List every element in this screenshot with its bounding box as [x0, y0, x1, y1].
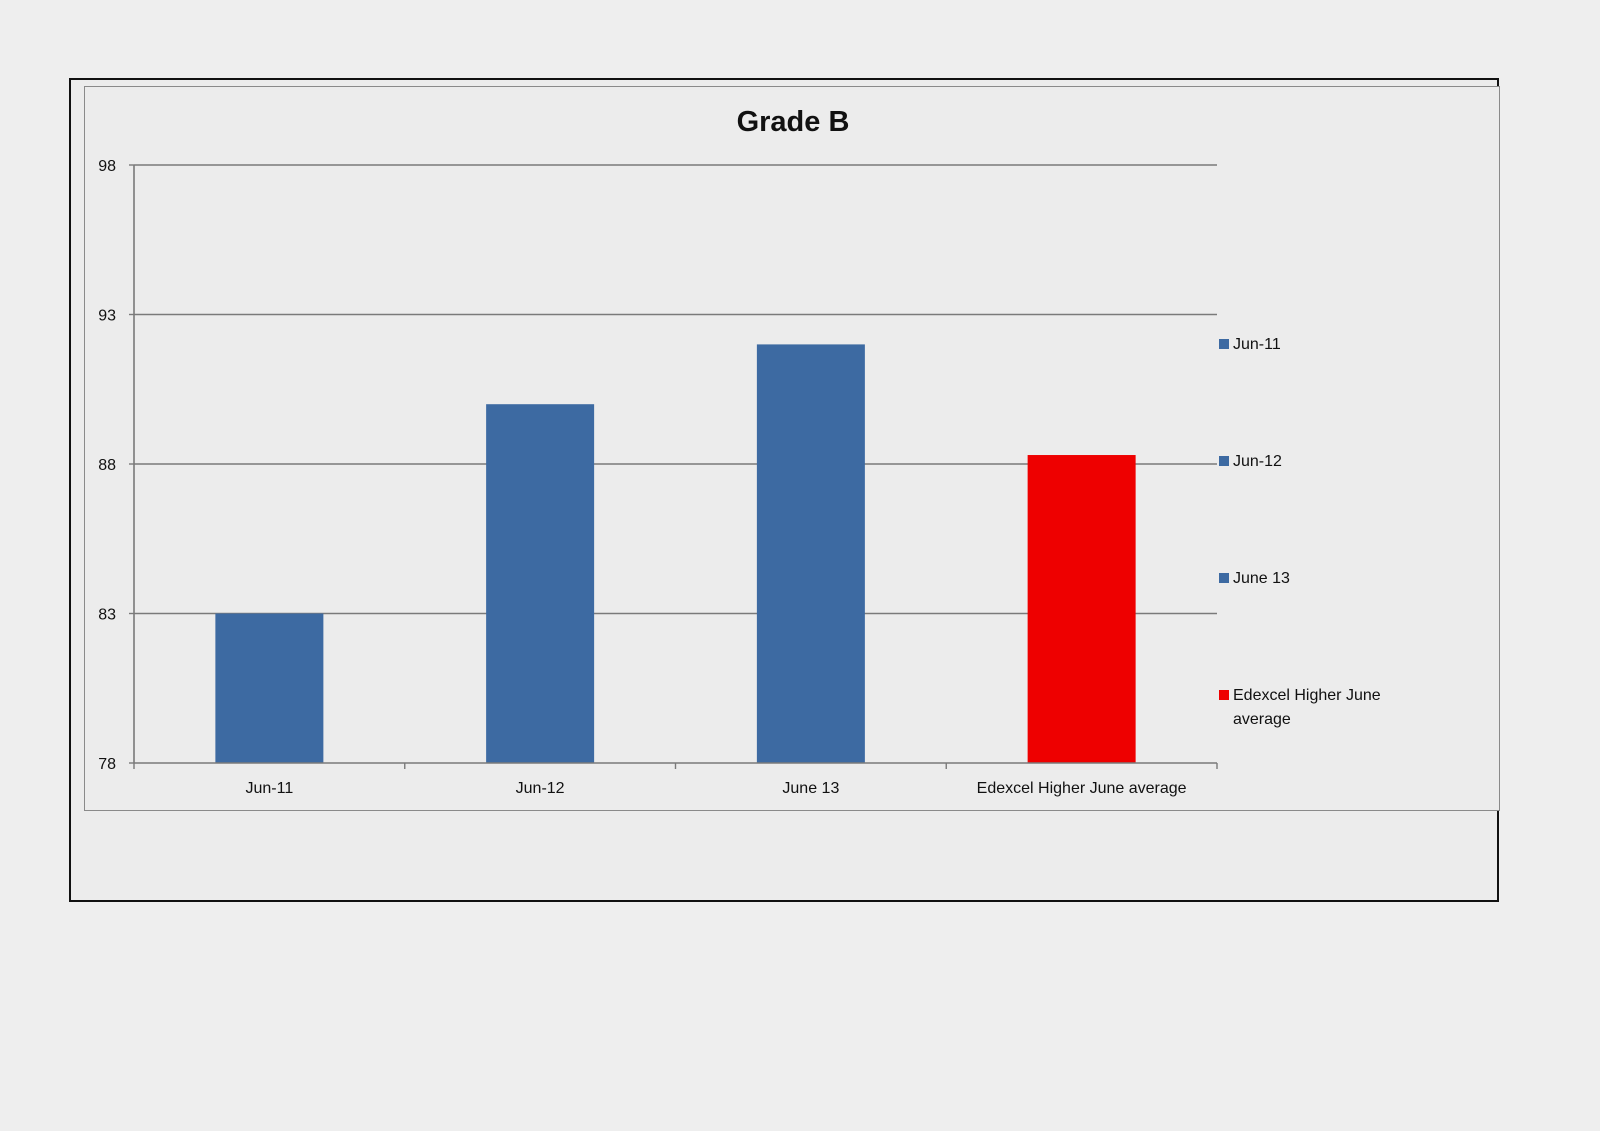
legend: Jun-11 Jun-12 June 13 Edexcel Higher June av… — [1219, 336, 1381, 728]
bar — [1027, 455, 1136, 763]
legend-label: Edexcel Higher June average — [1233, 687, 1381, 728]
bar — [756, 344, 865, 763]
bars — [215, 344, 1136, 763]
x-tick-label: Jun-11 — [246, 780, 294, 797]
legend-swatch — [1219, 690, 1229, 700]
legend-swatch — [1219, 339, 1229, 349]
y-tick-label: 93 — [98, 308, 116, 325]
axes: 78 83 88 93 98 Jun-11 Jun-12 June 13 Edexcel Hig… — [98, 158, 1218, 797]
legend-label: Jun-11 — [1233, 336, 1281, 353]
x-tick-label: Edexcel Higher June average — [977, 780, 1187, 797]
legend-label: Jun-12 — [1233, 453, 1282, 470]
y-tick-label: 88 — [98, 457, 116, 474]
bar — [215, 613, 324, 763]
y-tick-label: 78 — [98, 756, 116, 773]
x-tick-label: June 13 — [782, 780, 839, 797]
x-tick-label: Jun-12 — [516, 780, 565, 797]
legend-swatch — [1219, 573, 1229, 583]
y-tick-label: 83 — [98, 607, 116, 624]
legend-swatch — [1219, 456, 1229, 466]
y-tick-label: 98 — [98, 158, 116, 175]
bar — [486, 404, 595, 763]
chart-title: Grade B — [737, 106, 850, 138]
legend-label: June 13 — [1233, 570, 1290, 587]
